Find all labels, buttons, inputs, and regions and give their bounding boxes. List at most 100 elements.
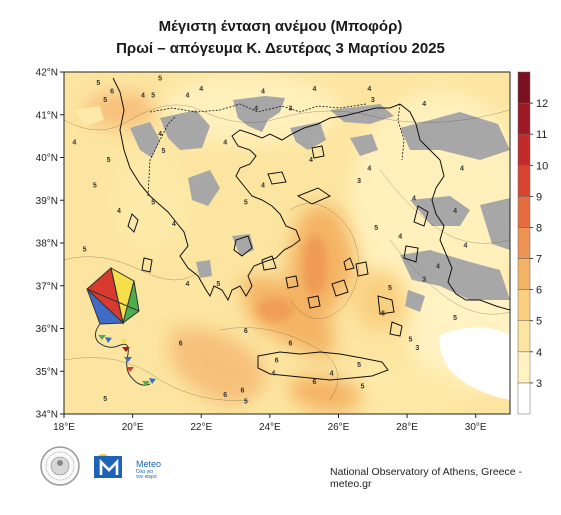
- contour-label: 3: [371, 97, 375, 104]
- contour-label: 4: [463, 242, 467, 249]
- colorbar-swatch: [517, 102, 531, 135]
- colorbar-swatch: [517, 165, 531, 197]
- lat-tick-label: 39°N: [36, 196, 58, 207]
- contour-label: 5: [244, 398, 248, 405]
- contour-label: 4: [271, 371, 275, 378]
- meteo-brand: Meteo: [136, 459, 162, 469]
- contour-label: 5: [409, 336, 413, 343]
- map-subtitle: Πρωί – απόγευμα Κ. Δευτέρας 3 Μαρτίου 20…: [116, 40, 445, 57]
- contour-label: 4: [254, 105, 258, 112]
- colorbar-label: 5: [536, 316, 542, 328]
- contour-label: 5: [244, 200, 248, 207]
- longitude-axis: 18°E 20°E 22°E 24°E 26°E 28°E 30°E: [53, 414, 487, 433]
- lat-tick-label: 34°N: [36, 410, 58, 421]
- contour-label: 6: [244, 328, 248, 335]
- coastlines: [112, 77, 510, 381]
- contour-label: 3: [415, 345, 419, 352]
- contour-label: 4: [412, 195, 416, 202]
- colorbar-label: 3: [536, 378, 542, 390]
- contour-label: 4: [72, 140, 76, 147]
- lon-tick-label: 28°E: [396, 422, 418, 433]
- contour-label: 6: [179, 341, 183, 348]
- meteo-tagline-2: τον καιρό: [136, 474, 157, 480]
- colorbar-swatch: [517, 133, 531, 166]
- contour-label: 5: [162, 148, 166, 155]
- colorbar-swatch: [517, 196, 531, 228]
- contour-label: 6: [381, 311, 385, 318]
- lat-tick-label: 35°N: [36, 367, 58, 378]
- colorbar-label: 11: [536, 129, 547, 141]
- lat-tick-label: 42°N: [36, 68, 58, 79]
- contour-label: 4: [436, 264, 440, 271]
- contour-label: 4: [186, 281, 190, 288]
- contour-label: 4: [330, 371, 334, 378]
- lon-tick-label: 20°E: [122, 422, 144, 433]
- lon-tick-label: 26°E: [328, 422, 350, 433]
- lon-tick-label: 18°E: [53, 422, 75, 433]
- contour-label: 6: [240, 388, 244, 395]
- contour-label: 6: [110, 88, 114, 95]
- contour-label: 5: [216, 281, 220, 288]
- colorbar-label: 8: [536, 222, 542, 234]
- masked-land: [130, 96, 510, 312]
- meteo-tagline-1: Όλα για: [136, 469, 154, 475]
- contour-label: 5: [103, 396, 107, 403]
- lat-tick-label: 37°N: [36, 281, 58, 292]
- contour-label: 5: [151, 200, 155, 207]
- lat-tick-label: 41°N: [36, 110, 58, 121]
- colorbar-label: 12: [536, 98, 548, 110]
- contour-label: 4: [453, 208, 457, 215]
- meteo-logo-mark: [94, 454, 122, 478]
- contour-label: 5: [453, 315, 457, 322]
- colorbar-label: 7: [536, 254, 542, 266]
- colorbar-swatch: [517, 382, 531, 415]
- contour-label: 4: [367, 86, 371, 93]
- observatory-seal: [40, 446, 80, 486]
- lat-tick-label: 36°N: [36, 324, 58, 335]
- colorbar-swatch: [517, 71, 531, 104]
- contour-label: 4: [309, 157, 313, 164]
- contour-label: 5: [103, 97, 107, 104]
- latitude-axis: 42°N 41°N 40°N 39°N 38°N 37°N 36°N 35°N 34°N: [36, 68, 64, 421]
- contour-label: 3: [422, 276, 426, 283]
- contour-label: 4: [172, 221, 176, 228]
- contour-label: 4: [261, 182, 265, 189]
- contour-label: 6: [288, 341, 292, 348]
- colorbar-swatch: [517, 258, 531, 290]
- contour-label: 4: [398, 234, 402, 241]
- contour-label: 6: [275, 358, 279, 365]
- contour-label: 4: [117, 208, 121, 215]
- contour-label: 5: [361, 383, 365, 390]
- contour-label: 4: [223, 140, 227, 147]
- colorbar-label: 6: [536, 285, 542, 297]
- lon-tick-label: 22°E: [190, 422, 212, 433]
- contour-label: 5: [151, 93, 155, 100]
- contour-label: 4: [141, 93, 145, 100]
- meteo-tagline: Όλα για τον καιρό: [136, 470, 157, 480]
- colorbar-label: 10: [536, 160, 548, 172]
- lon-tick-label: 24°E: [259, 422, 281, 433]
- contour-label: 4: [261, 88, 265, 95]
- lon-tick-label: 30°E: [465, 422, 487, 433]
- contour-label: 5: [93, 182, 97, 189]
- contour-label: 6: [223, 392, 227, 399]
- credit-text: National Observatory of Athens, Greece -…: [330, 466, 523, 490]
- contour-label: 4: [460, 165, 464, 172]
- contour-label: 4: [199, 86, 203, 93]
- colorbar-label: 4: [536, 347, 542, 359]
- contour-label: 5: [357, 362, 361, 369]
- contour-label: 4: [158, 131, 162, 138]
- colorbar-swatch: [517, 320, 531, 353]
- contour-label: 3: [288, 105, 292, 112]
- contour-label: 4: [422, 101, 426, 108]
- contour-label: 3: [357, 178, 361, 185]
- lat-tick-label: 40°N: [36, 153, 58, 164]
- map-title: Μέγιστη ένταση ανέμου (Μποφόρ): [158, 18, 403, 35]
- contour-label: 6: [312, 379, 316, 386]
- contour-label: 4: [312, 86, 316, 93]
- contour-label: 5: [107, 157, 111, 164]
- contour-label: 4: [186, 93, 190, 100]
